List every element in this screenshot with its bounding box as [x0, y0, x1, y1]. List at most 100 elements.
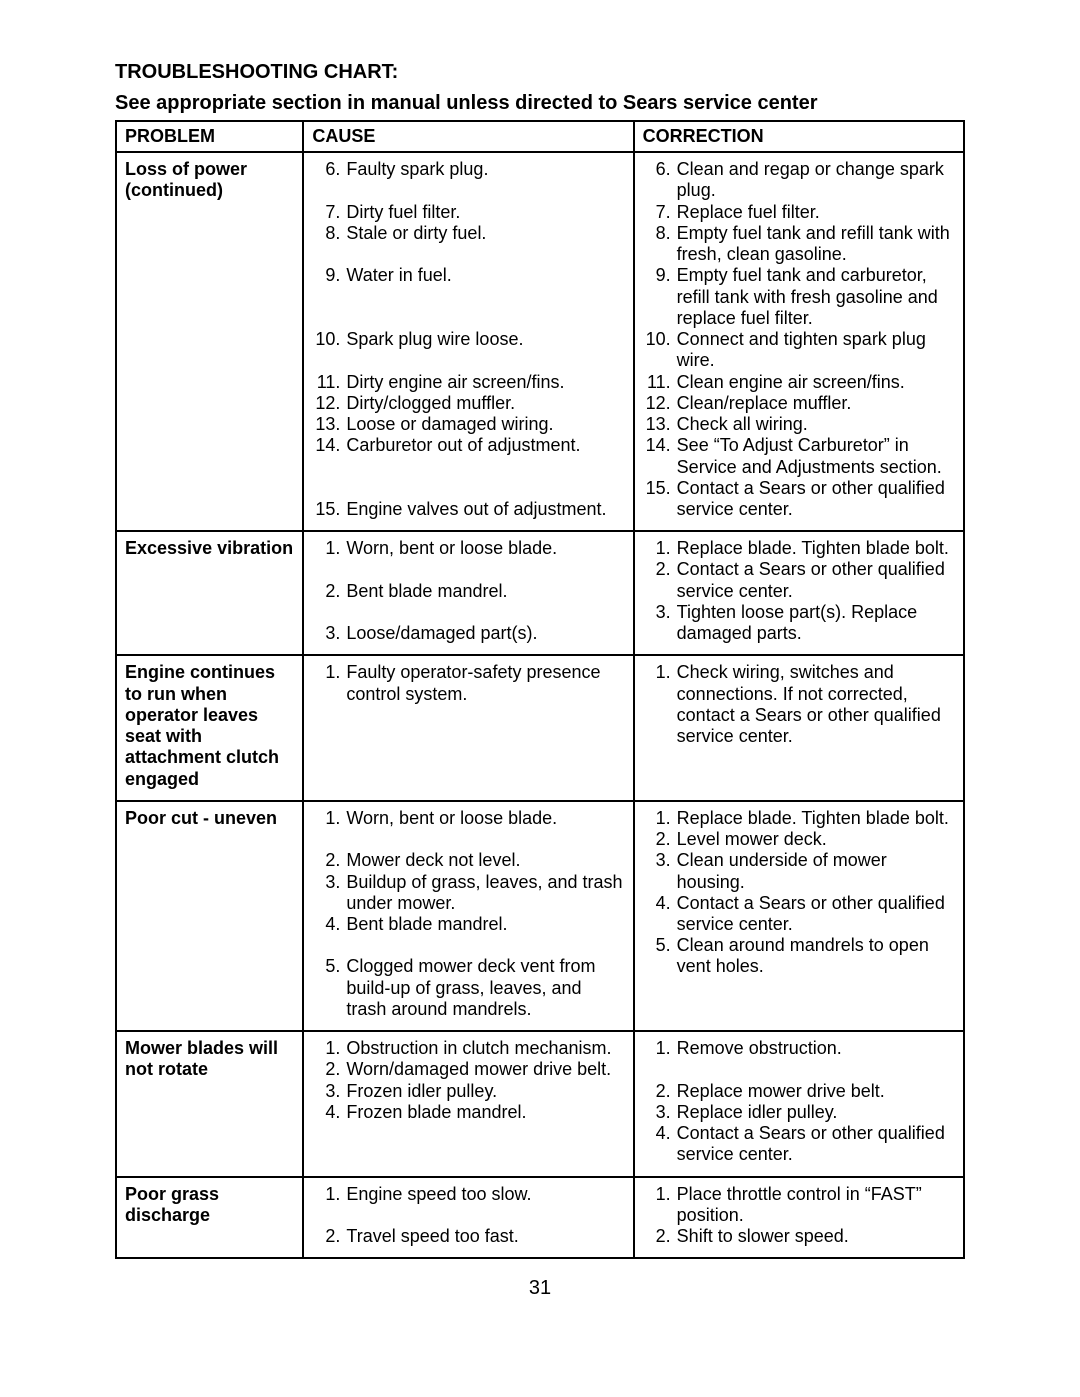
- table-row: Poor grass discharge1.Engine speed too s…: [116, 1177, 964, 1259]
- list-item: 10.Connect and tighten spark plug wire.: [643, 329, 955, 371]
- correction-list: 1.Replace blade. Tighten blade bolt.2.Le…: [643, 808, 955, 978]
- correction-list: 1.Place throttle control in “FAST” posit…: [643, 1184, 955, 1248]
- item-text: Dirty engine air screen/fins.: [346, 372, 624, 393]
- item-text: Replace fuel filter.: [677, 202, 955, 223]
- item-text: Level mower deck.: [677, 829, 955, 850]
- item-text: Clean and regap or change spark plug.: [677, 159, 955, 201]
- troubleshooting-table: PROBLEM CAUSE CORRECTION Loss of power (…: [115, 120, 965, 1259]
- list-item: 15.Contact a Sears or other qualified se…: [643, 478, 955, 520]
- list-item: 1.Worn, bent or loose blade.: [312, 808, 624, 829]
- item-number: 4.: [643, 1123, 677, 1144]
- table-header-row: PROBLEM CAUSE CORRECTION: [116, 121, 964, 152]
- item-text: Replace blade. Tighten blade bolt.: [677, 538, 955, 559]
- problem-text: Engine continues to run when operator le…: [125, 662, 294, 789]
- list-item: 5.Clean around mandrels to open vent hol…: [643, 935, 955, 977]
- item-number: 7.: [643, 202, 677, 223]
- item-number: 4.: [312, 914, 346, 935]
- item-text: Loose or damaged wiring.: [346, 414, 624, 435]
- item-number: 6.: [643, 159, 677, 180]
- item-number: 10.: [643, 329, 677, 350]
- item-number: 3.: [312, 623, 346, 644]
- item-text: Clean around mandrels to open vent holes…: [677, 935, 955, 977]
- item-text: Spark plug wire loose.: [346, 329, 624, 350]
- item-text: Shift to slower speed.: [677, 1226, 955, 1247]
- correction-cell: 6.Clean and regap or change spark plug.7…: [634, 152, 964, 531]
- item-number: 9.: [312, 265, 346, 286]
- item-text: Bent blade mandrel.: [346, 914, 624, 935]
- item-number: 2.: [643, 1226, 677, 1247]
- item-number: 4.: [643, 893, 677, 914]
- list-item: 1.Check wiring, switches and connections…: [643, 662, 955, 747]
- list-item: 8.Empty fuel tank and refill tank with f…: [643, 223, 955, 265]
- list-item: 11.Dirty engine air screen/fins.: [312, 372, 624, 393]
- list-item-blank: [312, 602, 624, 623]
- item-number: 15.: [643, 478, 677, 499]
- item-text: Remove obstruction.: [677, 1038, 955, 1059]
- item-number: 1.: [312, 1038, 346, 1059]
- list-item-blank: [312, 350, 624, 371]
- list-item: 2.Bent blade mandrel.: [312, 581, 624, 602]
- list-item: 4.Contact a Sears or other qualified ser…: [643, 893, 955, 935]
- item-text: Mower deck not level.: [346, 850, 624, 871]
- item-number: 13.: [312, 414, 346, 435]
- item-text: Faulty spark plug.: [346, 159, 624, 180]
- item-text: Replace idler pulley.: [677, 1102, 955, 1123]
- table-row: Poor cut - uneven 1.Worn, bent or loose b…: [116, 801, 964, 1031]
- problem-cell: Engine continues to run when operator le…: [116, 655, 303, 800]
- list-item: 15.Engine valves out of adjustment.: [312, 499, 624, 520]
- item-number: 15.: [312, 499, 346, 520]
- list-item: 3.Clean underside of mower housing.: [643, 850, 955, 892]
- list-item-blank: [643, 1059, 955, 1080]
- list-item: 7.Replace fuel filter.: [643, 202, 955, 223]
- list-item: 4.Bent blade mandrel.: [312, 914, 624, 935]
- item-text: Contact a Sears or other qualified servi…: [677, 559, 955, 601]
- problem-text: Poor cut - uneven: [125, 808, 294, 829]
- item-number: 1.: [312, 538, 346, 559]
- item-text: Check wiring, switches and connections. …: [677, 662, 955, 747]
- correction-cell: 1.Remove obstruction. 2.Replace mower dr…: [634, 1031, 964, 1176]
- list-item: 14.See “To Adjust Carburetor” in Service…: [643, 435, 955, 477]
- item-number: 6.: [312, 159, 346, 180]
- item-number: 3.: [312, 1081, 346, 1102]
- list-item: 1.Remove obstruction.: [643, 1038, 955, 1059]
- item-number: 3.: [643, 1102, 677, 1123]
- cause-cell: 1.Worn, bent or loose blade. 2.Mower dec…: [303, 801, 633, 1031]
- cause-list: 1.Worn, bent or loose blade. 2.Bent blad…: [312, 538, 624, 644]
- item-text: Clogged mower deck vent from build-up of…: [346, 956, 624, 1020]
- cause-cell: 6.Faulty spark plug. 7.Dirty fuel filter…: [303, 152, 633, 531]
- list-item: 1.Place throttle control in “FAST” posit…: [643, 1184, 955, 1226]
- list-item: 1.Replace blade. Tighten blade bolt.: [643, 808, 955, 829]
- cause-list: 1.Worn, bent or loose blade. 2.Mower dec…: [312, 808, 624, 1020]
- cause-cell: 1.Worn, bent or loose blade. 2.Bent blad…: [303, 531, 633, 655]
- list-item: 2.Worn/damaged mower drive belt.: [312, 1059, 624, 1080]
- item-text: Empty fuel tank and refill tank with fre…: [677, 223, 955, 265]
- list-item: 2.Level mower deck.: [643, 829, 955, 850]
- item-number: 1.: [312, 1184, 346, 1205]
- item-number: 4.: [312, 1102, 346, 1123]
- list-item: 2.Contact a Sears or other qualified ser…: [643, 559, 955, 601]
- page-number: 31: [115, 1277, 965, 1300]
- item-number: 1.: [312, 808, 346, 829]
- list-item: 2.Replace mower drive belt.: [643, 1081, 955, 1102]
- list-item: 14.Carburetor out of adjustment.: [312, 435, 624, 456]
- item-text: Buildup of grass, leaves, and trash unde…: [346, 872, 624, 914]
- item-text: Engine valves out of adjustment.: [346, 499, 624, 520]
- correction-list: 1.Replace blade. Tighten blade bolt.2.Co…: [643, 538, 955, 644]
- table-row: Engine continues to run when operator le…: [116, 655, 964, 800]
- list-item: 3.Buildup of grass, leaves, and trash un…: [312, 872, 624, 914]
- item-number: 2.: [312, 850, 346, 871]
- list-item-blank: [312, 935, 624, 956]
- list-item: 13.Loose or damaged wiring.: [312, 414, 624, 435]
- item-number: 1.: [643, 1184, 677, 1205]
- problem-text: Mower blades will not rotate: [125, 1038, 294, 1080]
- cause-cell: 1.Faulty operator-safety presence contro…: [303, 655, 633, 800]
- item-number: 5.: [643, 935, 677, 956]
- item-number: 12.: [643, 393, 677, 414]
- item-number: 1.: [643, 1038, 677, 1059]
- item-text: Dirty/clogged muffler.: [346, 393, 624, 414]
- page: TROUBLESHOOTING CHART: See appropriate s…: [0, 0, 1080, 1397]
- item-text: Worn, bent or loose blade.: [346, 808, 624, 829]
- item-text: Contact a Sears or other qualified servi…: [677, 1123, 955, 1165]
- col-header-problem: PROBLEM: [116, 121, 303, 152]
- list-item: 6.Clean and regap or change spark plug.: [643, 159, 955, 201]
